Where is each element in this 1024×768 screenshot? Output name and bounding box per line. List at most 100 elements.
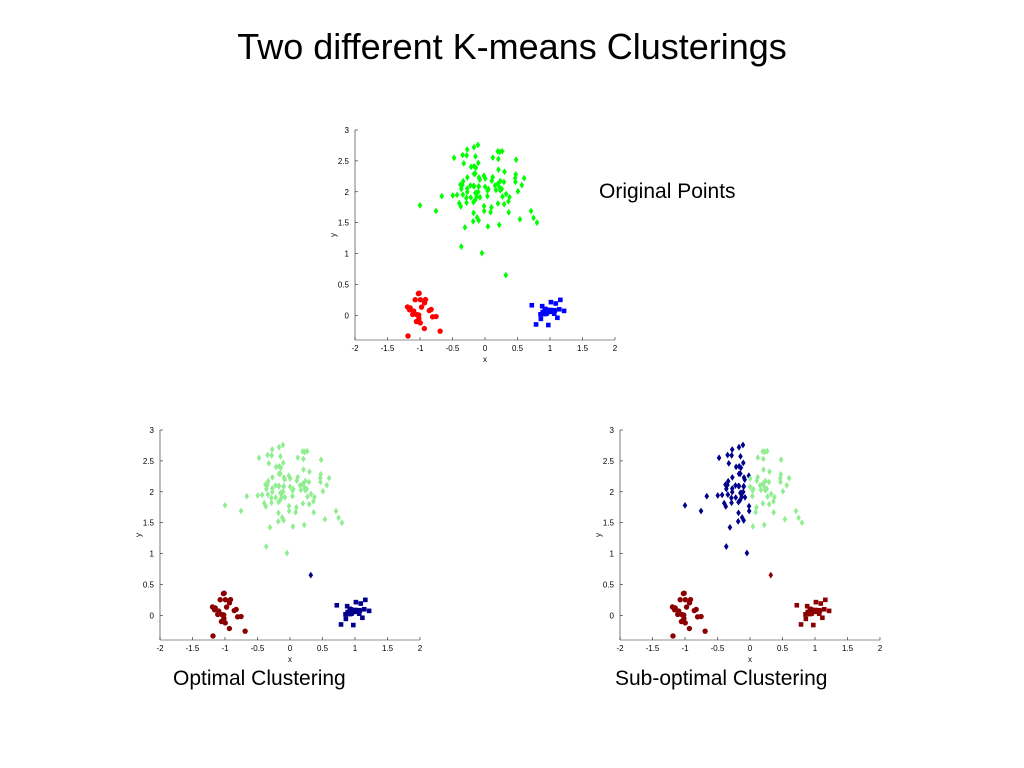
data-point-diamond	[502, 168, 507, 176]
data-point-diamond	[755, 473, 761, 481]
data-point-diamond	[460, 151, 465, 159]
data-point-diamond	[295, 454, 301, 462]
data-point-diamond	[301, 521, 307, 529]
y-tick-label: 1	[610, 550, 615, 559]
data-point-diamond	[459, 185, 464, 193]
data-point-diamond	[295, 473, 301, 481]
x-tick-label: 2	[878, 644, 883, 653]
data-point-circle	[682, 597, 689, 603]
data-point-diamond	[284, 549, 290, 557]
data-point-diamond	[473, 152, 478, 160]
data-point-diamond	[767, 468, 772, 476]
data-point-circle	[433, 313, 439, 320]
data-point-diamond	[294, 477, 300, 485]
x-tick-label: -1.5	[381, 344, 395, 353]
data-point-square	[820, 615, 825, 621]
data-point-diamond	[290, 523, 296, 530]
data-point-circle	[702, 628, 708, 634]
data-point-diamond	[304, 447, 310, 455]
data-point-diamond	[293, 508, 298, 516]
data-point-diamond	[326, 474, 332, 482]
data-point-diamond	[265, 491, 271, 499]
data-point-diamond	[793, 507, 799, 515]
data-point-diamond	[265, 477, 271, 485]
data-point-diamond	[458, 181, 463, 189]
data-point-diamond	[281, 482, 287, 490]
data-point-diamond	[778, 471, 784, 478]
data-point-square	[345, 610, 350, 616]
data-point-diamond	[468, 194, 474, 201]
data-point-diamond	[302, 486, 308, 494]
data-point-diamond	[317, 474, 323, 482]
data-point-diamond	[754, 503, 759, 511]
data-point-square	[356, 607, 362, 613]
data-point-square	[361, 606, 367, 612]
data-point-circle	[681, 590, 687, 596]
data-point-diamond	[485, 223, 491, 230]
data-point-square	[360, 615, 365, 621]
data-point-diamond	[475, 188, 481, 196]
data-point-diamond	[534, 219, 540, 227]
data-point-circle	[698, 613, 704, 620]
data-point-diamond	[747, 483, 753, 491]
data-point-diamond	[306, 478, 312, 486]
data-point-diamond	[481, 207, 487, 215]
data-point-diamond	[738, 452, 743, 460]
data-point-diamond	[521, 174, 527, 182]
data-point-diamond	[222, 501, 228, 509]
y-tick-label: 0	[150, 611, 155, 620]
data-point-diamond	[736, 482, 742, 490]
y-tick-label: 0	[345, 311, 350, 320]
data-point-circle	[669, 604, 676, 610]
data-point-circle	[242, 628, 248, 634]
data-point-square	[809, 611, 815, 616]
y-tick-label: 1	[150, 550, 155, 559]
data-point-square	[352, 609, 358, 615]
data-point-diamond	[733, 482, 738, 489]
data-point-diamond	[266, 460, 272, 467]
data-point-diamond	[750, 492, 755, 500]
data-point-square	[366, 608, 372, 614]
data-point-diamond	[512, 174, 518, 182]
data-point-diamond	[275, 517, 281, 525]
y-tick-label: 2	[610, 488, 615, 497]
data-point-circle	[681, 615, 687, 622]
data-point-square	[798, 622, 804, 627]
data-point-diamond	[506, 198, 511, 205]
data-point-diamond	[470, 217, 476, 225]
data-point-circle	[421, 325, 428, 332]
data-point-diamond	[499, 147, 505, 155]
data-point-diamond	[318, 456, 324, 464]
x-tick-label: 1	[548, 344, 553, 353]
caption-optimal-clustering: Optimal Clustering	[173, 667, 346, 690]
x-tick-label: 1.5	[842, 644, 854, 653]
data-point-diamond	[496, 155, 501, 163]
data-point-diamond	[758, 486, 764, 494]
x-tick-label: -1.5	[646, 644, 660, 653]
data-point-circle	[682, 620, 688, 626]
data-point-circle	[417, 320, 423, 326]
data-point-diamond	[464, 194, 469, 202]
data-point-diamond	[278, 470, 283, 477]
data-point-diamond	[474, 214, 480, 221]
data-point-diamond	[244, 492, 250, 500]
data-point-circle	[676, 608, 682, 614]
data-point-diamond	[276, 443, 282, 451]
data-point-diamond	[736, 498, 741, 506]
data-point-square	[538, 316, 544, 322]
data-point-circle	[221, 615, 227, 622]
data-point-square	[561, 308, 567, 314]
data-point-diamond	[740, 441, 746, 449]
data-point-diamond	[269, 494, 274, 502]
data-point-square	[338, 622, 344, 627]
data-point-square	[551, 307, 557, 313]
x-tick-label: 0.5	[777, 644, 789, 653]
data-point-diamond	[761, 521, 767, 529]
data-point-square	[546, 322, 551, 328]
data-point-square	[821, 606, 827, 612]
data-point-circle	[411, 308, 417, 314]
data-point-circle	[223, 604, 230, 610]
x-tick-label: 0	[748, 644, 753, 653]
x-tick-label: 1.5	[382, 644, 394, 653]
data-point-diamond	[336, 514, 341, 522]
